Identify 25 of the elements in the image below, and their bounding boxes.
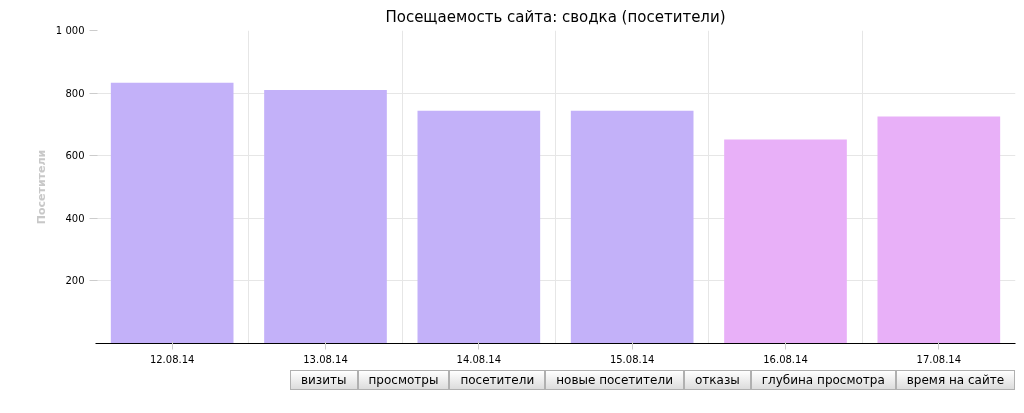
y-tick-label: 400 [65,212,85,224]
text: просмотры [357,370,450,390]
bar [417,110,541,344]
x-tick-label: 12.08.14 [149,353,195,365]
y-tick-label: 200 [65,275,85,287]
y-tick-label: 800 [65,87,85,99]
text: новые посетители [545,370,684,390]
text: отказы [683,370,751,390]
x-tick-label: 15.08.14 [609,353,655,365]
bar [877,116,1001,344]
text: посетители [449,370,546,390]
y-tick-label: 600 [65,150,85,162]
y-tick-label: 1 000 [55,25,85,36]
text: время на сайте [895,370,1016,390]
bar [724,139,847,344]
x-tick-label: 16.08.14 [763,353,808,365]
x-tick-label: 14.08.14 [456,353,502,365]
text: глубина просмотра [750,370,896,390]
text: визиты [290,370,358,390]
bar [110,82,234,344]
bar [264,89,387,344]
x-tick-label: 13.08.14 [303,353,348,365]
chart-title: Посещаемость сайта: сводка (посетители) [385,7,726,26]
bar [570,110,694,344]
x-tick-label: 17.08.14 [916,353,962,365]
